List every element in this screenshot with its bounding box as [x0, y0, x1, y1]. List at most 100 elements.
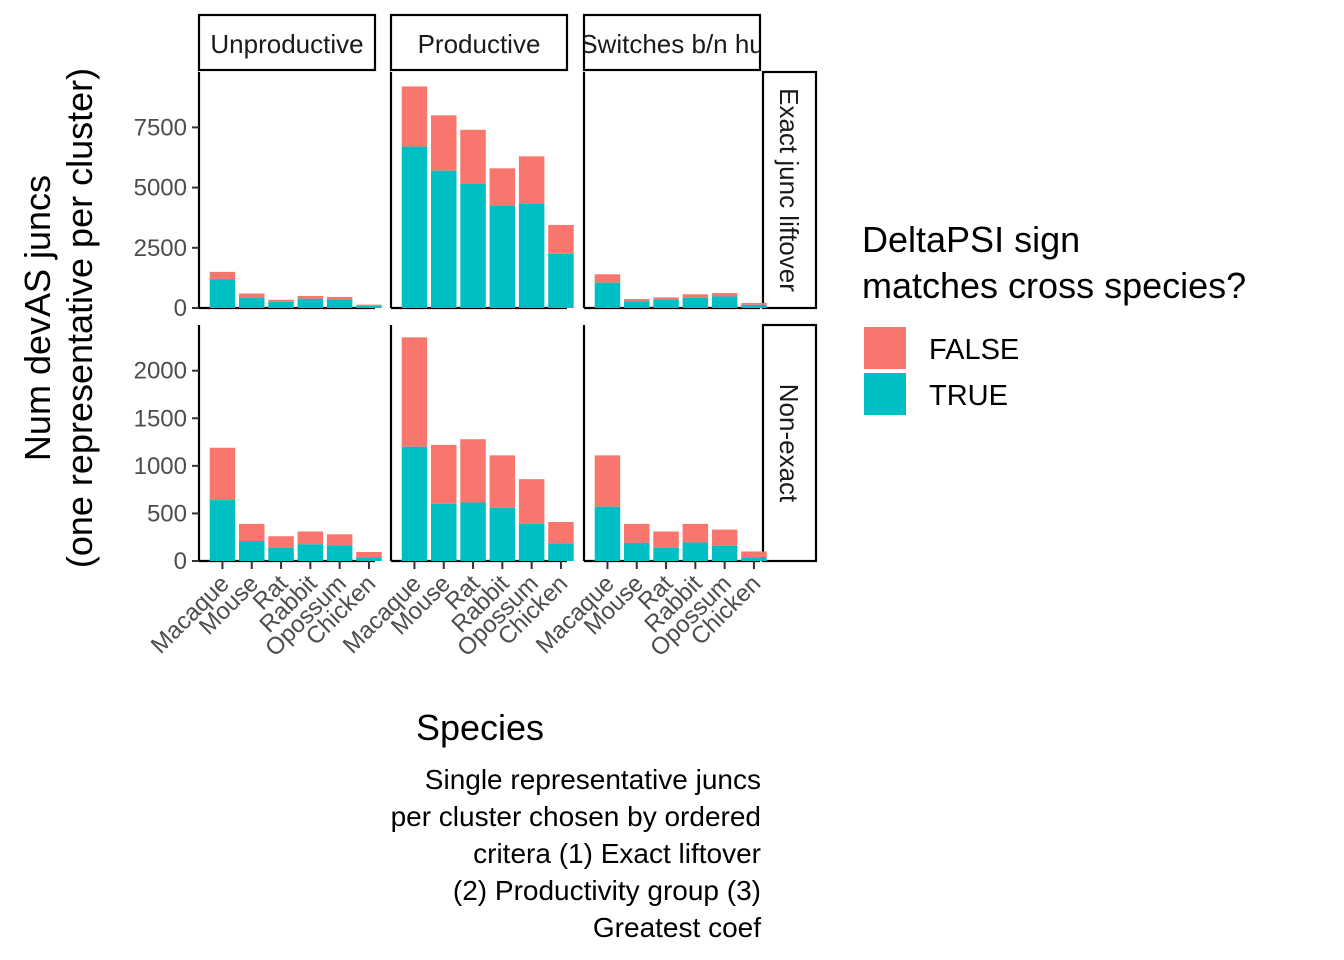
bar-true-rabbit	[682, 297, 709, 308]
bar-false-mouse	[624, 299, 650, 302]
bar-true-chicken	[356, 305, 382, 308]
bar-true-mouse	[239, 297, 265, 308]
bar-true-mouse	[239, 541, 265, 561]
legend-title-line-1: DeltaPSI sign	[862, 219, 1080, 260]
bar-false-chicken	[356, 551, 382, 558]
bar-false-opossum	[326, 296, 353, 300]
bar-false-rat	[268, 299, 294, 302]
bar-true-rabbit	[297, 544, 324, 561]
bar-true-opossum	[326, 299, 353, 308]
bar-true-opossum	[326, 545, 353, 561]
legend-label-true: TRUE	[929, 380, 1008, 412]
bar-true-chicken	[741, 557, 767, 561]
caption-line-4: (2) Productivity group (3)	[453, 875, 761, 906]
bar-false-mouse	[239, 293, 265, 298]
bar-true-macaque	[209, 279, 236, 308]
column-strip-0	[197, 13, 377, 72]
bar-false-opossum	[518, 156, 545, 204]
bar-true-chicken	[741, 304, 767, 308]
y-tick-label: 1000	[134, 453, 187, 480]
bar-true-chicken	[548, 543, 574, 561]
bar-false-rabbit	[489, 168, 516, 206]
bar-true-rat	[653, 547, 679, 561]
bar-true-rabbit	[297, 298, 324, 308]
y-tick-label: 2000	[134, 358, 187, 385]
bar-false-opossum	[518, 479, 545, 524]
bar-true-mouse	[624, 301, 650, 308]
bar-false-rabbit	[682, 294, 709, 298]
caption-line-1: Single representative juncs	[425, 764, 761, 795]
row-strip-label-1: Non-exact	[774, 384, 804, 503]
row-strip-label-group-1: Non-exact	[774, 384, 804, 503]
plot-area: Unproductive Productive Switches b/n hu Exa…	[134, 13, 818, 662]
bar-false-macaque	[594, 274, 621, 283]
y-tick-label: 0	[174, 548, 187, 575]
bar-false-macaque	[209, 447, 236, 501]
bar-true-opossum	[711, 296, 738, 308]
bar-true-opossum	[711, 545, 738, 561]
bar-false-opossum	[711, 293, 738, 297]
caption: Single representative juncs per cluster …	[391, 764, 762, 943]
legend-key-true	[864, 373, 906, 415]
bar-true-rabbit	[489, 205, 516, 308]
bar-true-macaque	[401, 146, 428, 308]
column-strip-label-1: Productive	[418, 29, 541, 59]
bar-false-macaque	[209, 271, 236, 280]
y-tick-label: 1500	[134, 405, 187, 432]
caption-line-2: per cluster chosen by ordered	[391, 801, 761, 832]
bar-true-mouse	[624, 542, 650, 561]
bar-false-mouse	[239, 523, 265, 542]
y-axis-title-line-2: (one representative per cluster)	[59, 68, 100, 568]
bar-true-mouse	[431, 170, 457, 308]
bar-false-rabbit	[297, 295, 324, 299]
bar-false-rat	[460, 439, 486, 503]
legend: DeltaPSI sign matches cross species? FAL…	[862, 219, 1246, 415]
row-strip-label-group-0: Exact junc liftover	[774, 88, 804, 292]
bar-false-mouse	[431, 444, 457, 504]
bar-true-macaque	[594, 282, 621, 308]
bar-false-rabbit	[489, 455, 516, 508]
column-strip-label-2: Switches b/n hu	[580, 29, 764, 59]
bar-true-rat	[653, 299, 679, 308]
bar-true-mouse	[431, 503, 457, 561]
bar-false-opossum	[711, 529, 738, 546]
y-tick-label: 0	[174, 295, 187, 322]
bar-false-rat	[460, 129, 486, 184]
bar-false-chicken	[741, 302, 767, 305]
legend-label-false: FALSE	[929, 334, 1019, 366]
bar-false-opossum	[326, 534, 353, 546]
bar-true-macaque	[209, 500, 236, 561]
bar-false-mouse	[624, 523, 650, 543]
bar-false-rat	[653, 297, 679, 300]
y-tick-label: 2500	[134, 235, 187, 262]
legend-key-false	[864, 327, 906, 369]
bar-true-macaque	[594, 506, 621, 561]
bar-false-chicken	[548, 521, 574, 544]
y-axis-title-line-1: Num devAS juncs	[17, 175, 58, 461]
bar-false-chicken	[548, 224, 574, 254]
bar-true-chicken	[548, 253, 574, 308]
bar-true-rat	[460, 502, 486, 561]
bar-true-chicken	[356, 557, 382, 561]
y-tick-label: 500	[147, 500, 187, 527]
y-tick-label: 7500	[134, 114, 187, 141]
bar-true-rat	[268, 547, 294, 561]
bar-false-rat	[653, 531, 679, 548]
bar-false-macaque	[401, 337, 428, 447]
caption-line-5: Greatest coef	[593, 912, 761, 943]
bar-true-macaque	[401, 446, 428, 561]
column-strip-1	[389, 13, 569, 72]
caption-line-3: critera (1) Exact liftover	[473, 838, 761, 869]
bar-false-macaque	[594, 455, 621, 507]
bar-true-rabbit	[682, 542, 709, 561]
bar-false-rabbit	[682, 523, 709, 543]
bar-false-macaque	[401, 86, 428, 147]
y-tick-label: 5000	[134, 175, 187, 202]
x-axis-title: Species	[416, 707, 544, 748]
bar-true-rat	[460, 183, 486, 308]
bar-false-chicken	[356, 304, 382, 306]
column-strip-label-0: Unproductive	[210, 29, 363, 59]
bar-false-chicken	[741, 551, 767, 558]
bar-true-opossum	[518, 523, 545, 561]
